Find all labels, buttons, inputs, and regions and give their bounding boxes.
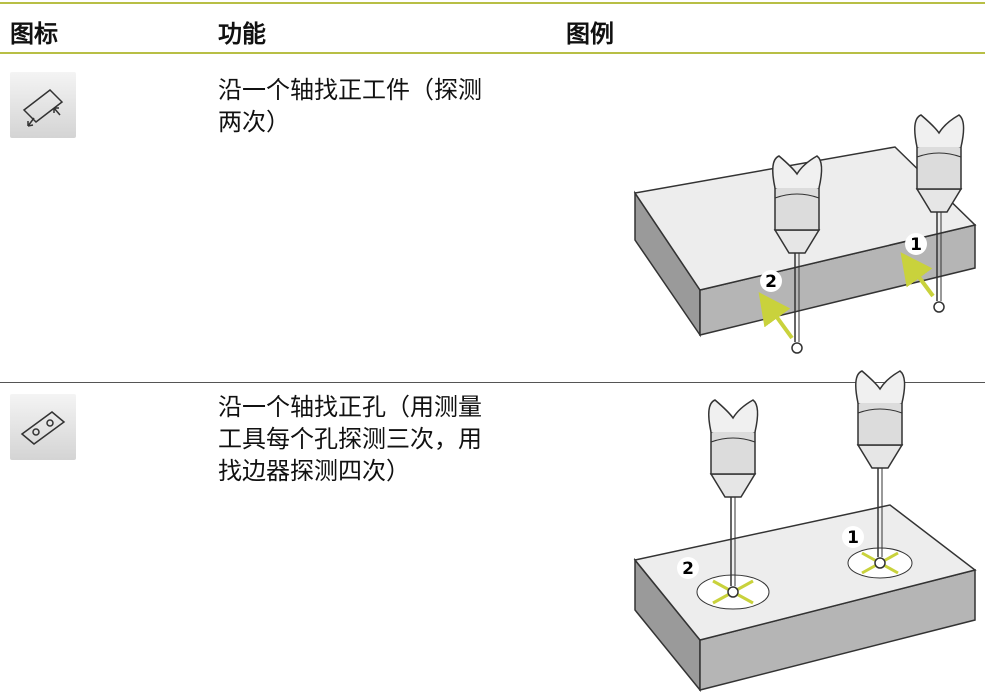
illustration-holes: 2 1 [633, 370, 977, 693]
row-rule [0, 382, 985, 383]
function-text: 沿一个轴找正孔（用测量 工具每个孔探测三次，用 找边器探测四次） [218, 391, 482, 487]
label: 1 [847, 528, 859, 548]
illustration-workpiece: 2 1 [633, 114, 977, 354]
top-rule [0, 2, 985, 4]
icon-align-holes [10, 394, 76, 460]
icon-graphic [20, 411, 66, 445]
function-text: 沿一个轴找正工件（探测 两次） [218, 74, 482, 138]
text-line: 两次） [218, 108, 290, 136]
label: 2 [765, 272, 777, 292]
header-icon: 图标 [10, 20, 58, 48]
header-illustration: 图例 [566, 20, 614, 48]
text-line: 沿一个轴找正工件（探测 [218, 76, 482, 104]
label: 2 [682, 559, 694, 579]
text-line: 沿一个轴找正孔（用测量 [218, 393, 482, 421]
label: 1 [910, 235, 922, 255]
icon-graphic [22, 89, 64, 127]
text-line: 工具每个孔探测三次，用 [218, 425, 482, 453]
icon-align-workpiece [10, 72, 76, 138]
header-rule [0, 52, 985, 54]
header-function: 功能 [218, 20, 266, 48]
text-line: 找边器探测四次） [218, 457, 410, 485]
